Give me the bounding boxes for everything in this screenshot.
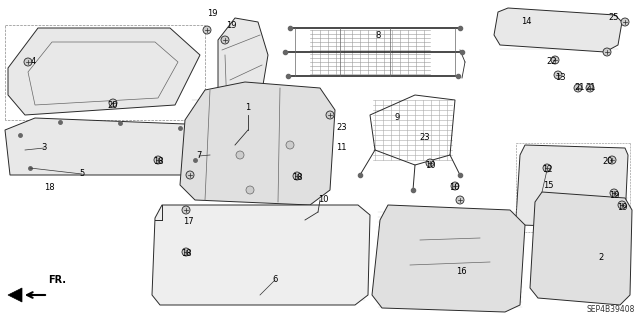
Polygon shape [180, 82, 335, 205]
Text: 19: 19 [617, 203, 627, 211]
Polygon shape [494, 8, 622, 52]
Text: 10: 10 [449, 183, 460, 192]
Text: SEP4B39408: SEP4B39408 [587, 305, 635, 314]
Text: 13: 13 [555, 72, 565, 81]
Text: 18: 18 [180, 249, 191, 258]
Text: 12: 12 [541, 166, 552, 174]
Text: 14: 14 [521, 18, 531, 26]
Circle shape [456, 196, 464, 204]
Text: 19: 19 [207, 10, 217, 19]
Circle shape [326, 111, 334, 119]
Circle shape [186, 171, 194, 179]
Text: FR.: FR. [48, 275, 66, 285]
Polygon shape [516, 145, 628, 228]
Circle shape [286, 141, 294, 149]
Text: 9: 9 [394, 114, 399, 122]
Text: 17: 17 [182, 218, 193, 226]
Circle shape [451, 182, 459, 190]
Polygon shape [530, 192, 632, 305]
Text: 3: 3 [42, 144, 47, 152]
Circle shape [621, 18, 629, 26]
Circle shape [618, 201, 626, 209]
Circle shape [293, 172, 301, 180]
Text: 19: 19 [226, 20, 236, 29]
Text: 7: 7 [196, 152, 202, 160]
Text: 18: 18 [153, 158, 163, 167]
Circle shape [236, 151, 244, 159]
Circle shape [608, 156, 616, 164]
Circle shape [221, 36, 229, 44]
Text: 1: 1 [245, 103, 251, 113]
Text: 18: 18 [292, 174, 302, 182]
Text: 22: 22 [547, 57, 557, 66]
Text: 15: 15 [543, 181, 553, 189]
Text: 8: 8 [375, 31, 381, 40]
Circle shape [551, 56, 559, 64]
Text: 20: 20 [108, 100, 118, 109]
Circle shape [246, 186, 254, 194]
Circle shape [610, 189, 618, 197]
Text: 20: 20 [603, 158, 613, 167]
Text: 16: 16 [456, 268, 467, 277]
Circle shape [203, 26, 211, 34]
Text: 25: 25 [609, 13, 620, 23]
Text: 21: 21 [575, 84, 585, 93]
Text: 6: 6 [272, 276, 278, 285]
Text: 23: 23 [337, 123, 348, 132]
Polygon shape [218, 18, 268, 128]
Polygon shape [5, 118, 215, 175]
Circle shape [182, 206, 190, 214]
Circle shape [24, 58, 32, 66]
Text: 23: 23 [420, 133, 430, 143]
Text: 10: 10 [317, 196, 328, 204]
Polygon shape [152, 205, 370, 305]
Text: 5: 5 [79, 169, 84, 179]
Circle shape [574, 84, 582, 92]
Circle shape [182, 248, 190, 256]
Polygon shape [372, 205, 525, 312]
Circle shape [554, 71, 562, 79]
Circle shape [586, 84, 594, 92]
Circle shape [109, 99, 117, 107]
Circle shape [426, 159, 434, 167]
Circle shape [543, 164, 551, 172]
Text: 2: 2 [598, 254, 604, 263]
Polygon shape [8, 288, 22, 302]
Text: 4: 4 [30, 57, 36, 66]
Polygon shape [8, 28, 200, 115]
Text: 11: 11 [336, 143, 346, 152]
Text: 19: 19 [609, 190, 620, 199]
Text: 10: 10 [425, 160, 435, 169]
Circle shape [154, 156, 162, 164]
Text: 18: 18 [44, 183, 54, 192]
Text: 21: 21 [586, 84, 596, 93]
Circle shape [603, 48, 611, 56]
